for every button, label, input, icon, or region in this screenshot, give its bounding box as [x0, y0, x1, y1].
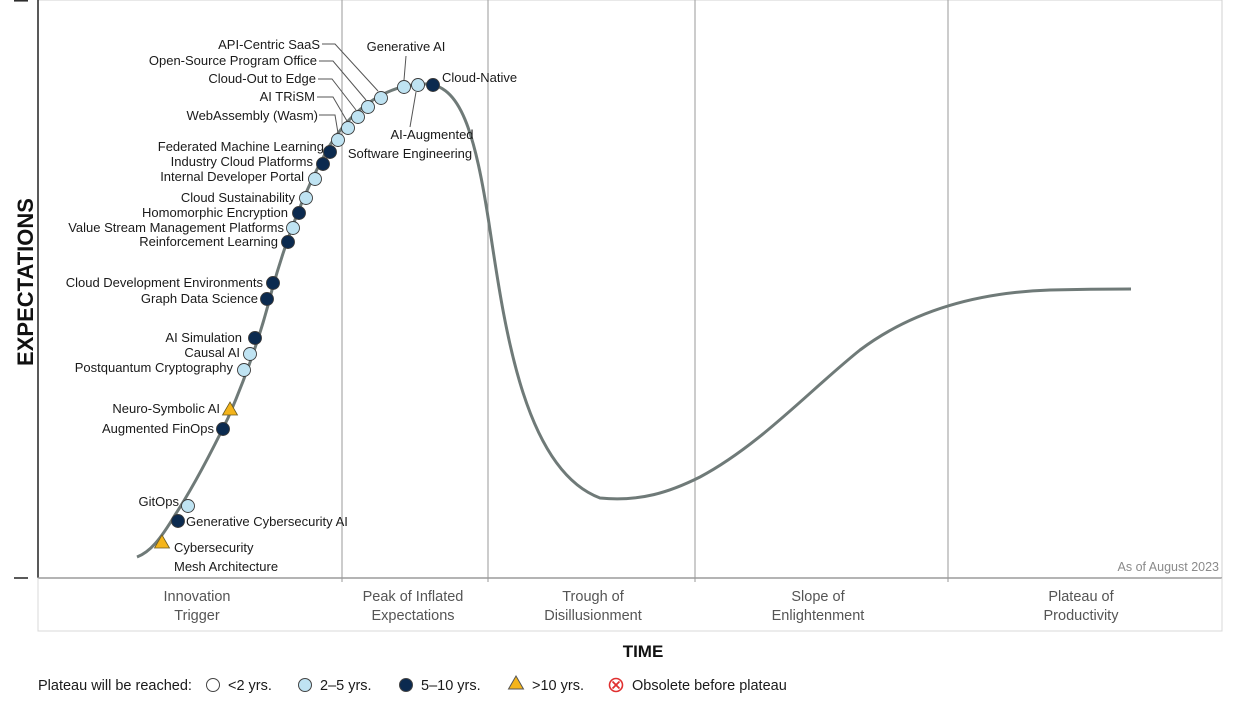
marker-generative-cybersecurity-ai — [171, 514, 185, 528]
marker-generative-ai — [397, 80, 411, 94]
leader-line-cloud-out-to-edge — [318, 78, 357, 111]
label-cloud-out-to-edge: Cloud-Out to Edge — [208, 71, 316, 86]
phase-trough-line1: Trough of — [562, 589, 624, 605]
phase-trough-line2: Disillusionment — [544, 608, 642, 624]
label-ai-augmented-software-engineering-line2: Software Engineering — [348, 146, 472, 161]
label-api-centric-saas: API-Centric SaaS — [218, 37, 320, 52]
label-federated-machine-learning: Federated Machine Learning — [158, 139, 324, 154]
marker-augmented-finops — [216, 422, 230, 436]
legend-2to5-marker — [298, 678, 312, 692]
legend-obsolete-marker — [608, 677, 624, 693]
legend-5to10-marker — [399, 678, 413, 692]
marker-value-stream-management-platforms — [286, 221, 300, 235]
label-industry-cloud-platforms: Industry Cloud Platforms — [171, 154, 314, 169]
label-postquantum-cryptography: Postquantum Cryptography — [75, 360, 234, 375]
legend-lt2-marker — [206, 678, 220, 692]
phase-slope-line1: Slope of — [791, 589, 845, 605]
marker-cloud-sustainability — [299, 191, 313, 205]
marker-ai-trism — [341, 121, 355, 135]
label-ai-simulation: AI Simulation — [165, 330, 242, 345]
marker-reinforcement-learning — [281, 235, 295, 249]
hype-curve — [136, 82, 1132, 559]
label-cybersecurity-mesh-architecture-line1: Cybersecurity — [174, 540, 254, 555]
label-homomorphic-encryption: Homomorphic Encryption — [142, 205, 288, 220]
label-causal-ai: Causal AI — [184, 345, 240, 360]
phase-innovation-trigger-line1: Innovation — [164, 589, 231, 605]
legend-gt10-marker — [507, 674, 525, 690]
legend-5to10-label: 5–10 yrs. — [421, 678, 481, 694]
phase-peak-line2: Expectations — [371, 608, 454, 624]
leader-line-open-source-program-office — [319, 60, 367, 101]
marker-open-source-program-office — [361, 100, 375, 114]
legend: Plateau will be reached: <2 yrs. 2–5 yrs… — [38, 674, 787, 694]
phase-plateau-line1: Plateau of — [1048, 589, 1114, 605]
marker-postquantum-cryptography — [237, 363, 251, 377]
x-axis-title: TIME — [623, 642, 664, 661]
phase-labels: Innovation Trigger Peak of Inflated Expe… — [164, 589, 1120, 624]
label-reinforcement-learning: Reinforcement Learning — [139, 234, 278, 249]
phase-innovation-trigger-line2: Trigger — [174, 608, 220, 624]
label-cybersecurity-mesh-architecture-line2: Mesh Architecture — [174, 559, 278, 574]
label-cloud-development-environments: Cloud Development Environments — [66, 275, 264, 290]
label-augmented-finops: Augmented FinOps — [102, 421, 215, 436]
marker-cybersecurity-mesh-architecture — [153, 534, 171, 549]
label-cloud-sustainability: Cloud Sustainability — [181, 190, 296, 205]
label-value-stream-management-platforms: Value Stream Management Platforms — [68, 220, 284, 235]
phase-dividers — [341, 0, 949, 582]
marker-federated-machine-learning — [323, 145, 337, 159]
marker-cloud-out-to-edge — [351, 110, 365, 124]
legend-2to5-label: 2–5 yrs. — [320, 678, 372, 694]
legend-gt10-label: >10 yrs. — [532, 678, 584, 694]
leader-lines — [317, 43, 417, 134]
phase-plateau-line2: Productivity — [1044, 608, 1120, 624]
marker-gitops — [181, 499, 195, 513]
marker-internal-developer-portal — [308, 172, 322, 186]
marker-industry-cloud-platforms — [316, 157, 330, 171]
legend-obsolete-label: Obsolete before plateau — [632, 678, 787, 694]
y-axis-title: EXPECTATIONS — [13, 198, 38, 366]
leader-line-ai-augmented-software-engineering — [409, 91, 417, 128]
label-generative-cybersecurity-ai: Generative Cybersecurity AI — [186, 514, 348, 529]
legend-title: Plateau will be reached: — [38, 678, 192, 694]
marker-cloud-native — [426, 78, 440, 92]
label-generative-ai: Generative AI — [367, 39, 446, 54]
legend-lt2-label: <2 yrs. — [228, 678, 272, 694]
marker-graph-data-science — [260, 292, 274, 306]
marker-causal-ai — [243, 347, 257, 361]
label-gitops: GitOps — [139, 494, 180, 509]
marker-api-centric-saas — [374, 91, 388, 105]
label-cloud-native: Cloud-Native — [442, 70, 517, 85]
phase-peak-line1: Peak of Inflated — [363, 589, 464, 605]
label-ai-trism: AI TRiSM — [260, 89, 315, 104]
marker-webassembly-wasm — [331, 133, 345, 147]
marker-neuro-symbolic-ai — [221, 401, 239, 416]
label-internal-developer-portal: Internal Developer Portal — [160, 169, 304, 184]
label-neuro-symbolic-ai: Neuro-Symbolic AI — [112, 401, 220, 416]
leader-line-ai-trism — [317, 96, 348, 122]
leader-line-generative-ai — [403, 55, 407, 81]
label-ai-augmented-software-engineering-line1: AI-Augmented — [390, 127, 473, 142]
technology-labels: Cybersecurity Mesh Architecture Generative… — [66, 37, 517, 574]
plot-frame — [14, 0, 1223, 632]
label-webassembly-wasm: WebAssembly (Wasm) — [187, 108, 318, 123]
marker-homomorphic-encryption — [292, 206, 306, 220]
leader-line-api-centric-saas — [322, 43, 379, 92]
marker-ai-augmented-software-engineering — [411, 78, 425, 92]
phase-slope-line2: Enlightenment — [772, 608, 865, 624]
marker-cloud-development-environments — [266, 276, 280, 290]
label-graph-data-science: Graph Data Science — [141, 291, 258, 306]
marker-ai-simulation — [248, 331, 262, 345]
label-open-source-program-office: Open-Source Program Office — [149, 53, 317, 68]
technology-markers — [153, 78, 440, 549]
as-of-note: As of August 2023 — [1118, 560, 1220, 574]
leader-line-webassembly-wasm — [319, 114, 339, 134]
